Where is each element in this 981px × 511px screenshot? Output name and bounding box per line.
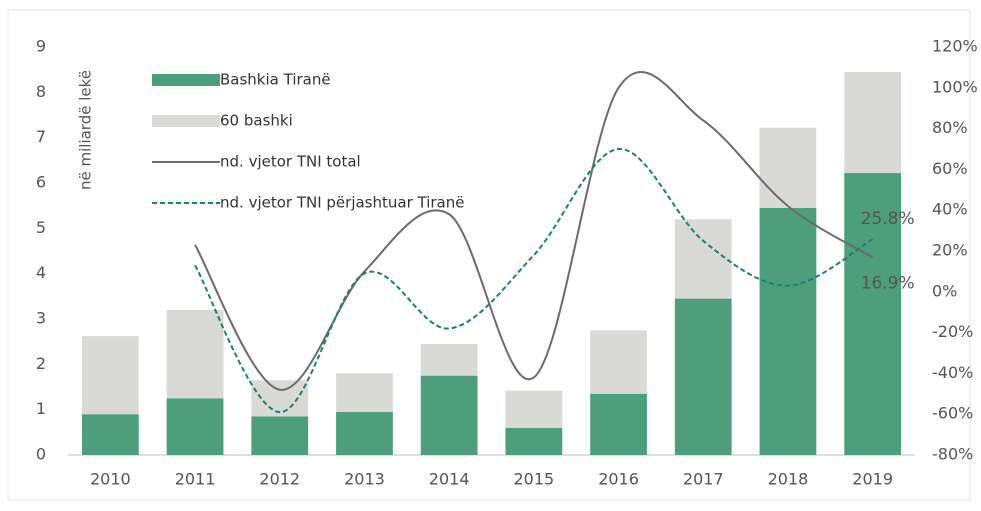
x-tick-label: 2018 [768, 470, 809, 489]
x-tick-label: 2015 [513, 470, 554, 489]
y-tick-label: 9 [36, 37, 46, 56]
bar [590, 393, 647, 455]
x-tick-label: 2011 [175, 470, 216, 489]
bar [674, 219, 732, 299]
bar [759, 207, 817, 455]
x-tick-label: 2019 [852, 470, 893, 489]
data-label: 25.8% [861, 209, 915, 229]
y-tick-label: 1 [36, 399, 46, 418]
y-tick-label: 2 [36, 354, 46, 373]
bar [674, 298, 732, 455]
x-tick-label: 2012 [259, 470, 300, 489]
y-axis-label: në miliardë lekë [77, 70, 95, 190]
chart-frame [7, 9, 971, 501]
y-tick-label: 8 [36, 82, 46, 101]
legend-label: Bashkia Tiranë [220, 71, 331, 89]
y2-tick-label: -40% [932, 363, 973, 382]
y2-tick-label: 120% [932, 37, 978, 56]
y-tick-label: 6 [36, 173, 46, 192]
bar [336, 373, 393, 412]
legend-label: nd. vjetor TNI përjashtuar Tiranë [220, 194, 464, 212]
legend-label: nd. vjetor TNI total [220, 153, 361, 171]
bar [251, 380, 309, 417]
bar [166, 398, 224, 455]
y2-tick-label: 100% [932, 77, 978, 96]
bar [590, 330, 647, 394]
x-tick-label: 2016 [598, 470, 639, 489]
bar [420, 375, 478, 455]
line [194, 147, 874, 414]
bar [81, 414, 139, 455]
legend-swatch [152, 115, 220, 127]
y-tick-label: 5 [36, 218, 46, 237]
y2-tick-label: -20% [932, 322, 973, 341]
legend-swatch [152, 74, 220, 86]
y-tick-label: 4 [36, 263, 46, 282]
bar [505, 390, 563, 428]
x-tick-label: 2017 [683, 470, 724, 489]
bar [251, 416, 309, 455]
bar [844, 71, 902, 174]
x-tick-label: 2014 [429, 470, 470, 489]
bar [81, 336, 139, 415]
y2-tick-label: 60% [932, 159, 968, 178]
bar [505, 427, 563, 455]
y-tick-label: 0 [36, 445, 46, 464]
y2-tick-label: -80% [932, 445, 973, 464]
y2-tick-label: -60% [932, 404, 973, 423]
bar [420, 343, 478, 376]
legend-label: 60 bashki [220, 112, 293, 130]
bar [759, 127, 817, 208]
y2-tick-label: 80% [932, 118, 968, 137]
x-tick-label: 2013 [344, 470, 385, 489]
bar [166, 309, 224, 399]
y-tick-label: 7 [36, 127, 46, 146]
bar [336, 411, 393, 455]
bar [844, 173, 902, 455]
y2-tick-label: 40% [932, 200, 968, 219]
x-tick-label: 2010 [90, 470, 131, 489]
line [194, 71, 874, 391]
data-label: 16.9% [861, 273, 915, 293]
y2-tick-label: 0% [932, 281, 957, 300]
y2-tick-label: 20% [932, 241, 968, 260]
y-tick-label: 3 [36, 309, 46, 328]
